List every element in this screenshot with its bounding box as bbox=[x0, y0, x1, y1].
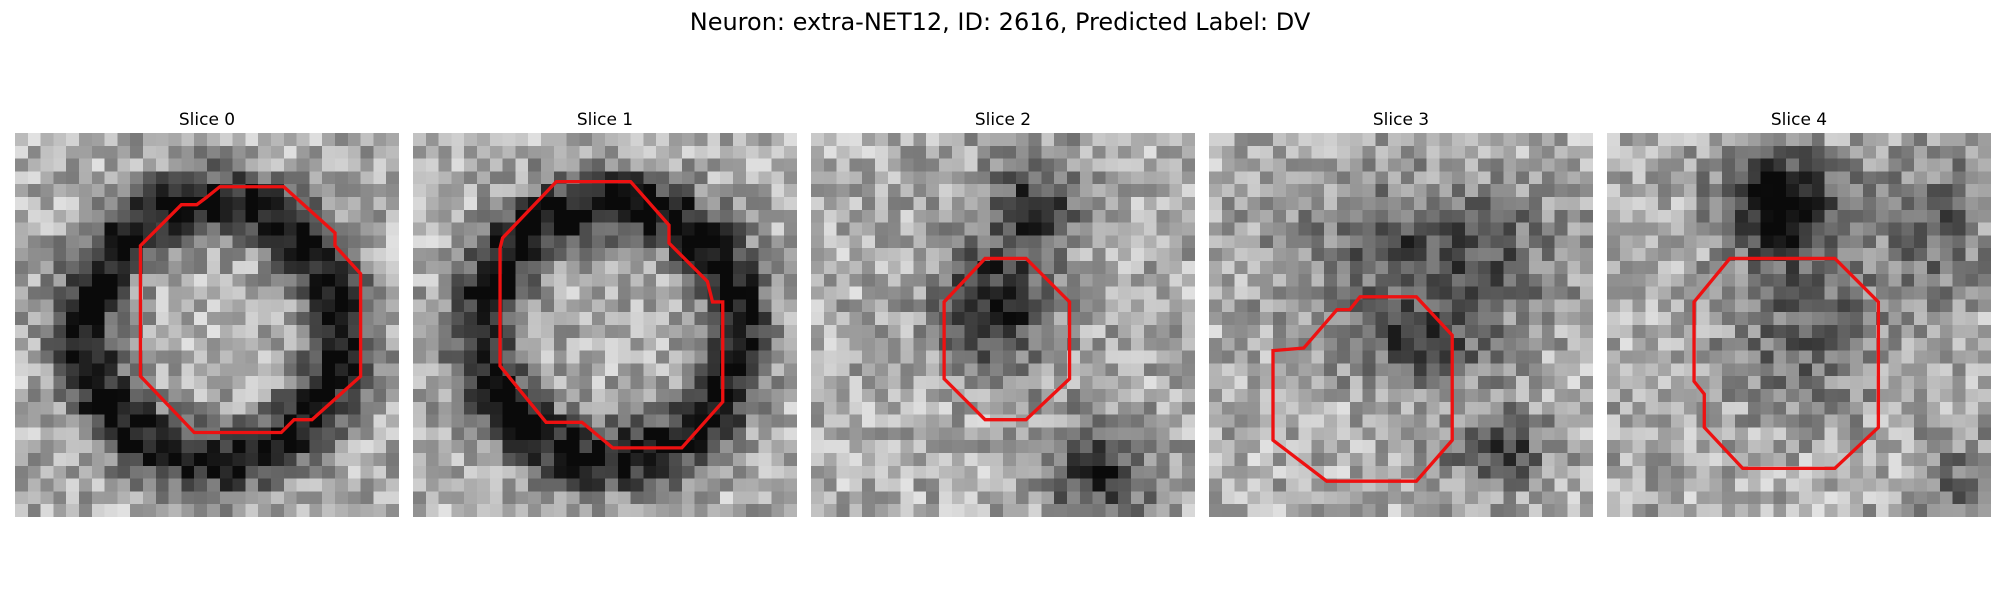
slice-title: Slice 0 bbox=[178, 110, 236, 130]
slice-title: Slice 4 bbox=[1770, 110, 1828, 130]
pixel-grid bbox=[15, 133, 399, 517]
slice-image bbox=[1209, 133, 1593, 517]
pixel-grid bbox=[413, 133, 797, 517]
segmentation-contour bbox=[1271, 295, 1454, 483]
slice-title: Slice 2 bbox=[974, 110, 1032, 130]
slice-image bbox=[413, 133, 797, 517]
slice-panel-3: Slice 3 bbox=[1209, 107, 1593, 517]
segmentation-contour bbox=[1692, 256, 1881, 471]
segmentation-contour bbox=[942, 256, 1072, 422]
slice-panel-4: Slice 4 bbox=[1607, 107, 1991, 517]
pixel-grid bbox=[1209, 133, 1593, 517]
slice-image bbox=[1607, 133, 1991, 517]
slice-panel-1: Slice 1 bbox=[413, 107, 797, 517]
pixel-grid bbox=[811, 133, 1195, 517]
segmentation-contour bbox=[498, 179, 725, 450]
figure-title: Neuron: extra-NET12, ID: 2616, Predicted… bbox=[689, 8, 1311, 36]
slice-panel-2: Slice 2 bbox=[811, 107, 1195, 517]
pixel-grid bbox=[1607, 133, 1991, 517]
slice-title: Slice 1 bbox=[576, 110, 634, 130]
slice-title: Slice 3 bbox=[1372, 110, 1430, 130]
segmentation-contour bbox=[138, 185, 363, 435]
slice-panel-0: Slice 0 bbox=[15, 107, 399, 517]
slice-image bbox=[811, 133, 1195, 517]
slice-image bbox=[15, 133, 399, 517]
